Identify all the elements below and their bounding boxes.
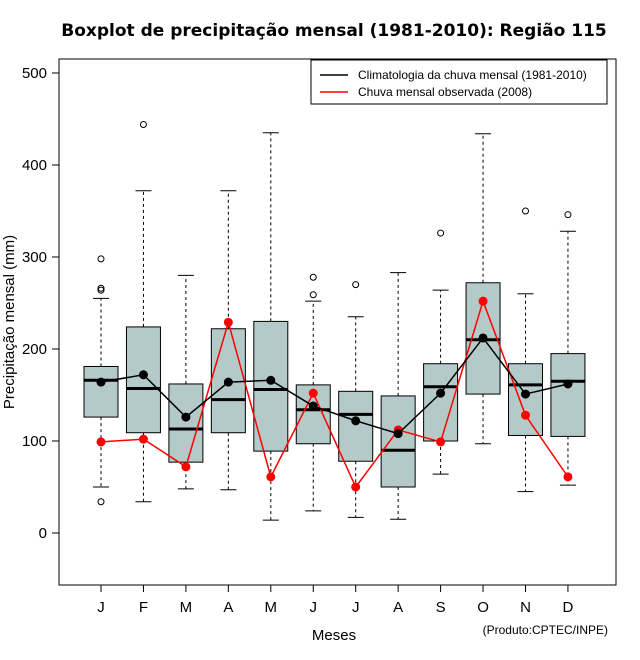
climatology-point [478, 333, 488, 343]
x-tick-label: O [477, 599, 489, 616]
box-j-0 [83, 255, 119, 506]
legend-box [310, 59, 608, 105]
climatology-point [393, 429, 403, 439]
x-tick-label: M [180, 599, 193, 616]
x-tick-label: J [352, 599, 360, 616]
y-axis: 0 100 200 300 400 500 [22, 65, 60, 542]
x-tick-label: N [520, 599, 531, 616]
legend: Climatologia da chuva mensal (1981-2010)… [310, 59, 608, 105]
legend-climatology-label: Climatologia da chuva mensal (1981-2010) [358, 68, 587, 82]
y-axis-label: Precipitação mensal (mm) [1, 235, 18, 409]
observed-point [96, 437, 106, 447]
outlier-point [139, 121, 147, 129]
outlier-point [97, 286, 105, 294]
observed-point [436, 437, 446, 447]
box-a-7 [380, 272, 416, 520]
y-tick-label: 500 [22, 65, 47, 82]
y-tick-label: 200 [22, 341, 47, 358]
y-tick-label: 0 [39, 525, 47, 542]
observed-point [351, 482, 361, 492]
box-iqr [253, 320, 289, 452]
climatology-point [138, 370, 148, 380]
outlier-point [564, 211, 572, 219]
box-iqr [168, 383, 204, 463]
climatology-point [266, 375, 276, 385]
product-credit: (Produto:CPTEC/INPE) [483, 623, 608, 637]
climatology-point [521, 389, 530, 399]
x-tick-label: J [97, 599, 105, 616]
climatology-point [563, 379, 573, 389]
x-tick-label: D [563, 599, 574, 616]
outlier-point [437, 229, 445, 237]
box-m-4 [253, 132, 289, 521]
x-tick-label: A [223, 599, 233, 616]
climatology-line [100, 336, 569, 435]
x-axis-label: Meses [312, 627, 356, 644]
climatology-point [351, 416, 361, 426]
observed-point [563, 472, 573, 482]
outlier-point [97, 255, 105, 263]
box-a-3 [210, 190, 246, 491]
observed-line [100, 298, 569, 489]
box-o-9 [465, 133, 501, 445]
box-iqr [550, 353, 586, 437]
outlier-point [522, 207, 529, 215]
box-iqr [338, 390, 374, 462]
x-tick-label: F [139, 599, 148, 616]
climatology-point [436, 388, 446, 398]
y-tick-label: 300 [22, 249, 47, 266]
observed-point [181, 462, 191, 472]
observed-point [521, 410, 530, 420]
observed-point [478, 296, 488, 306]
outlier-point [352, 281, 360, 289]
climatology-point [181, 412, 191, 422]
observed-point [223, 317, 233, 327]
box-m-2 [168, 274, 204, 490]
box-iqr [508, 363, 543, 436]
box-d-11 [550, 211, 586, 486]
x-tick-label: M [265, 599, 278, 616]
observed-point [138, 434, 148, 444]
y-tick-label: 100 [22, 433, 47, 450]
box-iqr [380, 395, 416, 488]
climatology-point [223, 377, 233, 387]
outlier-point [309, 273, 317, 281]
y-tick-label: 400 [22, 157, 47, 174]
plot-frame [58, 58, 617, 586]
box-n-10 [508, 207, 543, 493]
legend-observed-label: Chuva mensal observada (2008) [358, 85, 532, 99]
x-tick-label: A [393, 599, 403, 616]
outlier-point [309, 291, 317, 299]
climatology-point [308, 401, 318, 411]
x-tick-label: J [310, 599, 318, 616]
series-lines [96, 296, 573, 492]
chart-title: Boxplot de precipitação mensal (1981-201… [61, 21, 606, 41]
box-group [83, 121, 586, 521]
x-tick-label: S [436, 599, 446, 616]
climatology-point [96, 377, 106, 387]
box-iqr [125, 326, 161, 434]
observed-point [308, 388, 318, 398]
observed-point [266, 472, 276, 482]
box-f-1 [125, 121, 161, 503]
outlier-point [97, 498, 105, 506]
box-iqr [83, 365, 119, 418]
outlier-point [97, 284, 105, 292]
box-j-6 [338, 281, 374, 518]
